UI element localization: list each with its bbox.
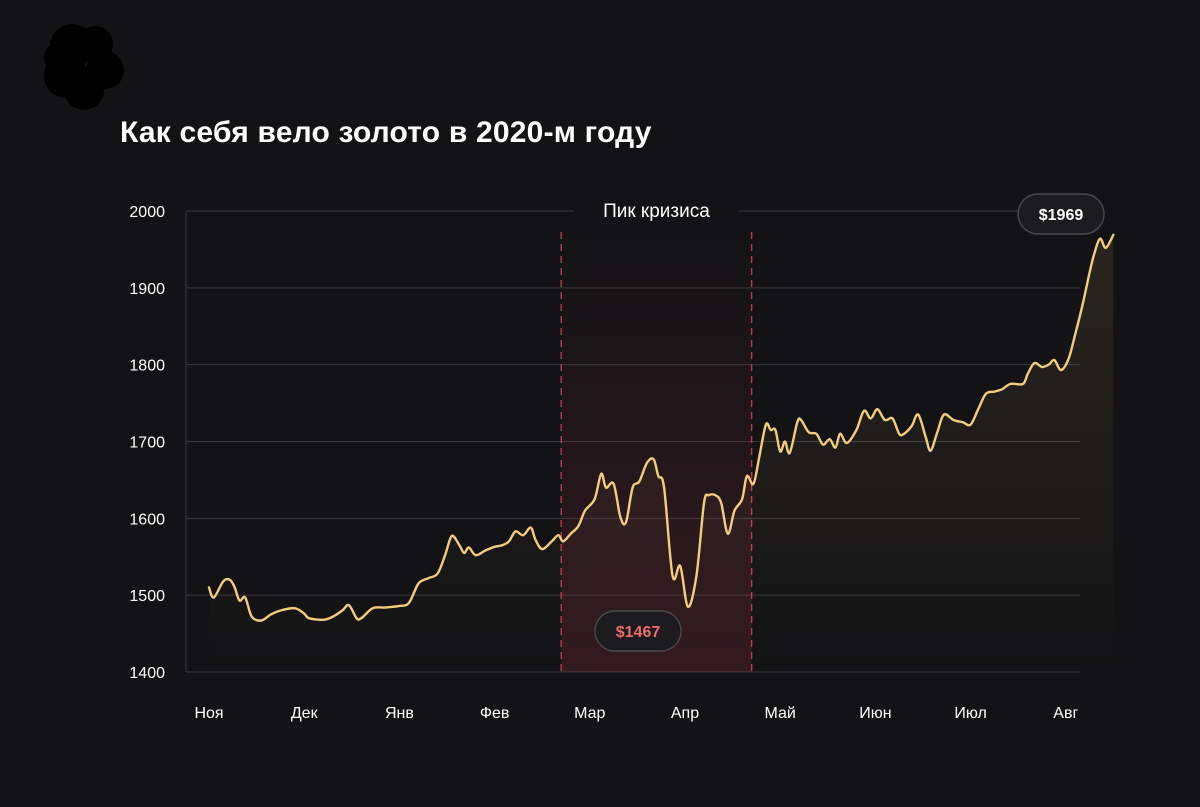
- min-value-label: $1467: [616, 624, 661, 641]
- area-fill: [209, 234, 1114, 673]
- x-tick-label: Май: [765, 705, 796, 722]
- x-tick-label: Авг: [1053, 705, 1078, 722]
- x-tick-label: Фев: [480, 705, 510, 722]
- series-line: [207, 233, 1115, 622]
- x-tick-label: Апр: [671, 705, 699, 722]
- area-under-line: [209, 234, 1114, 673]
- x-tick-label: Янв: [385, 705, 414, 722]
- axis-labels: 1400 1500 1600 1700 1800 1900 2000 Ноя Дек Янв Фев…: [129, 204, 1078, 722]
- x-tick-label: Дек: [291, 705, 319, 722]
- x-tick-label: Мар: [574, 705, 605, 722]
- y-tick-label: 1900: [129, 281, 165, 298]
- y-tick-label: 1500: [129, 588, 165, 605]
- y-tick-label: 2000: [129, 204, 165, 221]
- annotations: $1969 $1467: [594, 193, 1105, 652]
- y-tick-label: 1700: [129, 435, 165, 452]
- max-value-label: $1969: [1039, 207, 1084, 224]
- series-line-layer: [207, 233, 1115, 622]
- max-value-badge: [1017, 193, 1105, 235]
- chart-title: Как себя вело золото в 2020-м году: [120, 116, 652, 149]
- y-tick-label: 1600: [129, 511, 165, 528]
- x-tick-label: Ноя: [194, 705, 223, 722]
- crisis-label-bg: [573, 197, 739, 225]
- x-tick-label: Июл: [954, 705, 986, 722]
- crisis-label: Пик кризиса: [603, 201, 710, 222]
- min-value-badge: [594, 610, 682, 652]
- x-tick-label: Июн: [859, 705, 891, 722]
- y-tick-label: 1400: [129, 665, 165, 682]
- logo-blob: [44, 24, 124, 110]
- y-tick-label: 1800: [129, 358, 165, 375]
